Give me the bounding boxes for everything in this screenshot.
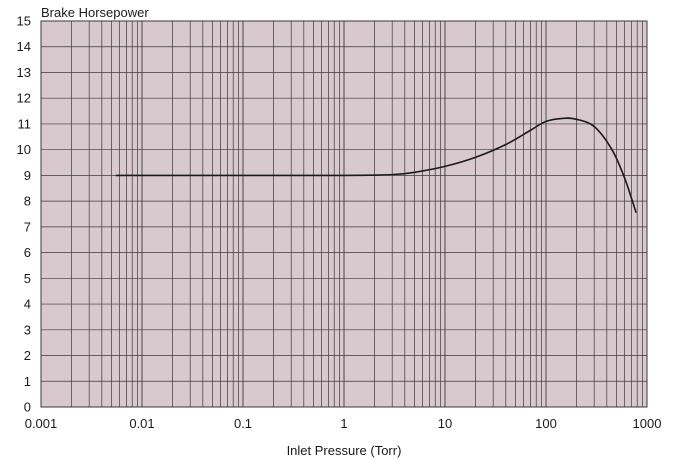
y-tick-label: 9	[24, 168, 31, 183]
y-tick-label: 7	[24, 219, 31, 234]
y-tick-label: 12	[17, 91, 31, 106]
x-tick-label: 1000	[633, 416, 662, 431]
y-tick-label: 8	[24, 194, 31, 209]
y-tick-label: 11	[18, 116, 32, 131]
y-tick-label: 4	[24, 297, 31, 312]
x-tick-label: 0.1	[234, 416, 252, 431]
x-axis-title: Inlet Pressure (Torr)	[287, 443, 402, 458]
y-tick-label: 15	[17, 14, 31, 29]
y-tick-label: 10	[17, 142, 31, 157]
plot-frame	[40, 20, 648, 408]
grid	[40, 20, 647, 408]
y-tick-label: 2	[24, 348, 31, 363]
x-tick-label: 100	[535, 416, 557, 431]
x-tick-label: 10	[438, 416, 452, 431]
y-tick-label: 5	[24, 271, 31, 286]
x-axis-ticks: 0.001 0.01 0.1 1 10 100 1000	[25, 416, 662, 431]
y-axis-title: Brake Horsepower	[41, 5, 149, 20]
y-tick-label: 3	[24, 322, 31, 337]
y-tick-label: 1	[24, 374, 31, 389]
x-tick-label: 0.001	[25, 416, 58, 431]
series-line	[115, 117, 637, 213]
x-tick-label: 1	[340, 416, 347, 431]
y-tick-label: 13	[17, 65, 31, 80]
x-tick-label: 0.01	[129, 416, 154, 431]
y-tick-label: 0	[24, 400, 31, 415]
y-tick-label: 14	[17, 39, 31, 54]
y-tick-label: 6	[24, 245, 31, 260]
